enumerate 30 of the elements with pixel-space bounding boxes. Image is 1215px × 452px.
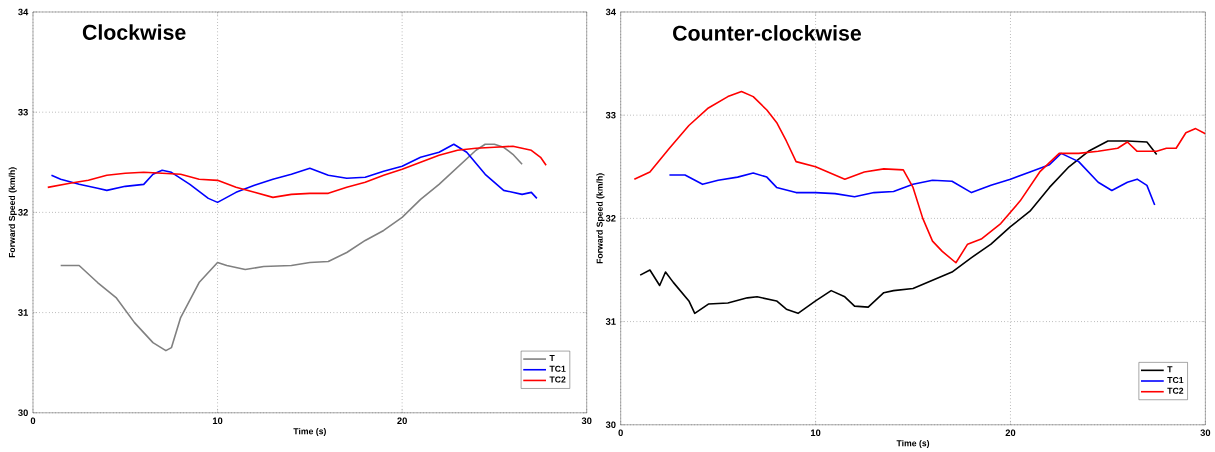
y-tick-label: 31 [18, 309, 29, 316]
x-tick-label: 20 [397, 417, 407, 424]
x-tick-label: 30 [581, 417, 592, 424]
x-tick-label: 0 [618, 429, 623, 436]
y-tick-label: 31 [605, 318, 616, 325]
y-axis-title: Forward Speed (km/h) [8, 167, 17, 258]
line-series [668, 152, 1156, 206]
x-axis-title: Time (s) [896, 439, 930, 448]
y-tick-label: 32 [605, 214, 616, 222]
chart-title: Counter-clockwise [673, 24, 862, 41]
x-tick-label: 10 [810, 429, 821, 436]
y-tick-label: 34 [605, 8, 616, 16]
x-tick-label: 10 [212, 417, 223, 424]
legend-label: T [549, 354, 555, 361]
legend-label: TC1 [549, 365, 566, 372]
legend-label: TC2 [1167, 387, 1184, 394]
y-axis-title: Forward Speed (km/h) [596, 173, 605, 264]
y-tick-label: 34 [18, 8, 29, 16]
legend-label: TC1 [1167, 376, 1184, 383]
x-tick-label: 0 [30, 417, 36, 424]
x-tick-label: 30 [1200, 429, 1211, 436]
y-tick-label: 32 [18, 208, 28, 216]
y-tick-label: 30 [18, 409, 28, 416]
x-axis-title: Time (s) [293, 427, 326, 436]
y-tick-label: 33 [605, 111, 616, 119]
legend-label: T [1167, 366, 1173, 373]
x-tick-label: 20 [1005, 429, 1016, 436]
chart-title: Clockwise [82, 24, 186, 40]
y-tick-label: 33 [18, 108, 28, 116]
legend-label: TC2 [549, 376, 566, 383]
